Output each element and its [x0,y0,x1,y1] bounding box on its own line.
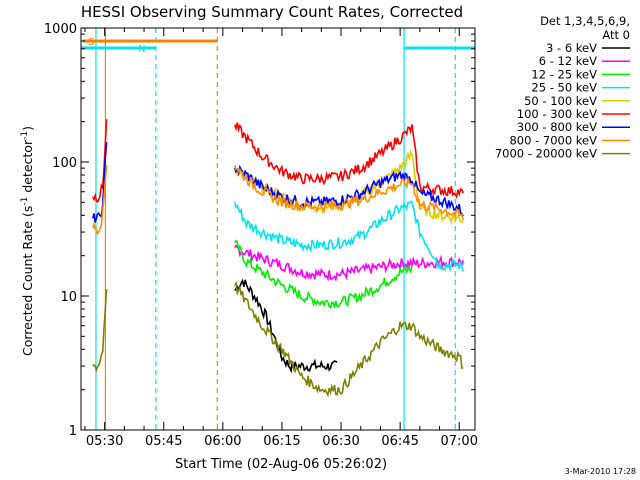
series-line-6-seg-1 [233,164,464,217]
series-line-8-seg-0 [92,289,108,373]
plot-area: SN [81,28,475,430]
legend-label-2: 12 - 25 keV [531,67,597,81]
y-axis-label: Corrected Count Rate (s-1 detector-1) [20,126,35,356]
x-tick-label: 07:00 [441,434,478,449]
x-axis-label: Start Time (02-Aug-06 05:26:02) [175,457,387,472]
legend-label-3: 25 - 50 keV [531,81,597,95]
y-tick-label: 1000 [44,22,77,37]
y-tick-label: 100 [52,156,77,171]
flag-label-saa: S [88,37,94,48]
flag-label-night: N [138,44,145,55]
plot-clip-group: SN [81,28,475,430]
legend-label-0: 3 - 6 keV [546,41,597,55]
chart-title: HESSI Observing Summary Count Rates, Cor… [81,3,463,21]
series-line-7-seg-0 [92,165,108,236]
axes: 1 10 100 1000 05:30 05:45 06:00 06:15 06:30 06:45… [44,22,478,449]
series-line-3-seg-0 [233,200,464,273]
legend-label-6: 300 - 800 keV [517,120,597,134]
x-tick-label: 06:30 [322,434,359,449]
x-tick-label: 05:45 [145,434,182,449]
y-tick-label: 10 [60,290,77,305]
series-line-0-seg-0 [234,278,338,374]
legend-label-4: 50 - 100 keV [524,94,597,108]
legend-label-5: 100 - 300 keV [517,107,597,121]
legend-header-detectors: Det 1,3,4,5,6,9, [540,14,630,28]
series-line-7-seg-1 [233,164,464,221]
plot-frame [80,27,476,431]
series-line-2-seg-0 [234,239,413,309]
x-tick-label: 06:45 [381,434,418,449]
footer-date: 3-Mar-2010 17:28 [565,467,636,476]
x-tick-label: 06:15 [263,434,300,449]
x-tick-label: 06:00 [204,434,241,449]
y-tick-label: 1 [69,424,77,439]
legend-label-1: 6 - 12 keV [539,54,597,68]
series-line-5-seg-1 [233,122,464,200]
legend-header-attenuator: Att 0 [602,28,630,42]
series-line-8-seg-1 [234,280,464,398]
x-tick-label: 05:30 [86,434,123,449]
series-line-1-seg-0 [234,244,464,282]
series-line-6-seg-0 [92,142,108,223]
legend-label-7: 800 - 7000 keV [509,133,597,147]
legend-label-8: 7000 - 20000 keV [495,147,597,161]
